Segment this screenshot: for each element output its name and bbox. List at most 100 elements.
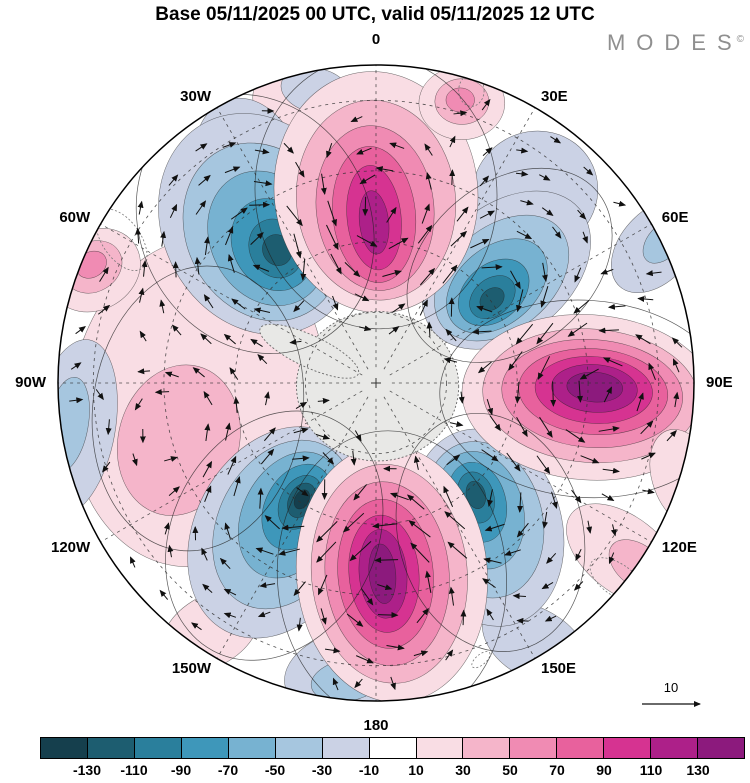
wind-arrow [264, 515, 280, 530]
wind-arrow [253, 307, 271, 314]
coastline-hint [458, 74, 485, 107]
wind-arrow [577, 380, 584, 403]
colorbar-cell [556, 738, 604, 758]
wind-arrow [386, 644, 405, 651]
colorbar-tick-label: -130 [72, 762, 102, 778]
wind-arrow [600, 268, 614, 275]
wind-arrow [75, 326, 86, 335]
wind-arrow [550, 381, 557, 407]
wind-arrow [421, 203, 430, 224]
longitude-label-0: 0 [372, 31, 380, 48]
contour-line [406, 167, 613, 363]
wind-arrow [315, 433, 331, 440]
colorbar-cell [509, 738, 557, 758]
wind-arrow [257, 354, 268, 365]
wind-arrow [326, 143, 333, 159]
colorbar-tick-label: -90 [170, 762, 192, 778]
wind-arrow [223, 588, 237, 596]
wind-arrow [350, 116, 363, 123]
wind-arrow [673, 391, 680, 408]
wind-arrow [222, 142, 237, 148]
wind-arrow [450, 230, 468, 247]
meridian-line [383, 396, 536, 659]
wind-arrow [443, 357, 458, 364]
longitude-label-60w: 60W [59, 209, 91, 226]
wind-arrow [99, 266, 109, 282]
wind-arrow [579, 368, 599, 380]
wind-arrow [159, 299, 166, 314]
wind-arrow [356, 147, 372, 155]
wind-arrow [192, 367, 205, 378]
wind-arrow [648, 362, 656, 380]
wind-arrow [446, 454, 461, 466]
wind-arrow [641, 452, 656, 460]
wind-arrow [520, 199, 534, 206]
wind-arrow [354, 430, 362, 442]
meridian-line [216, 107, 369, 370]
wind-arrow [259, 582, 276, 589]
colorbar-tick-label: -110 [120, 762, 148, 778]
wind-arrow [417, 224, 433, 244]
wind-arrow [479, 175, 490, 187]
wind-arrow [408, 520, 431, 538]
wind-arrow [70, 362, 82, 370]
wind-arrow [344, 262, 361, 278]
wind-arrow [289, 339, 302, 345]
longitude-label-120e: 120E [662, 539, 697, 556]
wind-arrow [194, 256, 201, 275]
wind-arrow [460, 609, 467, 626]
wind-arrow [224, 522, 231, 539]
wind-arrow [200, 333, 212, 345]
wind-arrow [453, 110, 468, 117]
longitude-label-150w: 150W [172, 660, 212, 677]
wind-arrow [69, 397, 84, 404]
wind-arrow [377, 612, 399, 619]
wind-arrow [483, 557, 502, 564]
wind-arrow [130, 556, 136, 568]
wind-arrow [447, 541, 468, 559]
wind-arrow [98, 304, 111, 315]
wind-arrow [635, 334, 651, 345]
wind-arrow [392, 303, 406, 313]
wind-arrow [487, 489, 494, 508]
wind-arrow [95, 389, 104, 401]
wind-arrow [374, 557, 399, 564]
colorbar-tick-label: 130 [686, 762, 710, 778]
wind-arrow [293, 581, 306, 597]
wind-arrow [672, 358, 680, 373]
wind-arrow [295, 161, 305, 178]
wind-arrow [416, 608, 430, 624]
wind-arrow [413, 455, 420, 470]
colorbar-cell [368, 738, 416, 758]
wind-arrow [477, 361, 492, 374]
longitude-label-90w: 90W [15, 374, 47, 391]
wind-arrow [257, 487, 264, 509]
meridian-line [100, 390, 363, 543]
wind-arrow [169, 203, 178, 219]
wind-arrow [264, 391, 270, 406]
latitude-circle [305, 312, 447, 454]
wind-arrow [541, 582, 554, 590]
wind-arrow [580, 455, 600, 464]
wind-arrow [250, 232, 264, 246]
wind-arrow [327, 200, 337, 227]
modes-logo: MODES© [607, 30, 744, 56]
colorbar-cell [133, 738, 181, 758]
wind-arrow [168, 174, 179, 186]
wind-arrow [458, 391, 465, 404]
wind-arrow [573, 581, 584, 591]
wind-arrow [139, 330, 147, 342]
wind-arrow [514, 381, 521, 404]
wind-arrow [154, 388, 170, 395]
wind-arrow [227, 253, 235, 273]
wind-arrow [249, 201, 271, 208]
longitude-label-60e: 60E [662, 209, 689, 226]
wind-arrow [550, 136, 562, 144]
wind-arrow [456, 206, 469, 222]
modes-logo-text: MODES [606, 30, 743, 55]
colorbar-cell [274, 738, 322, 758]
wind-arrow [320, 173, 327, 195]
wind-arrow [536, 455, 551, 475]
wind-arrow [406, 494, 425, 510]
